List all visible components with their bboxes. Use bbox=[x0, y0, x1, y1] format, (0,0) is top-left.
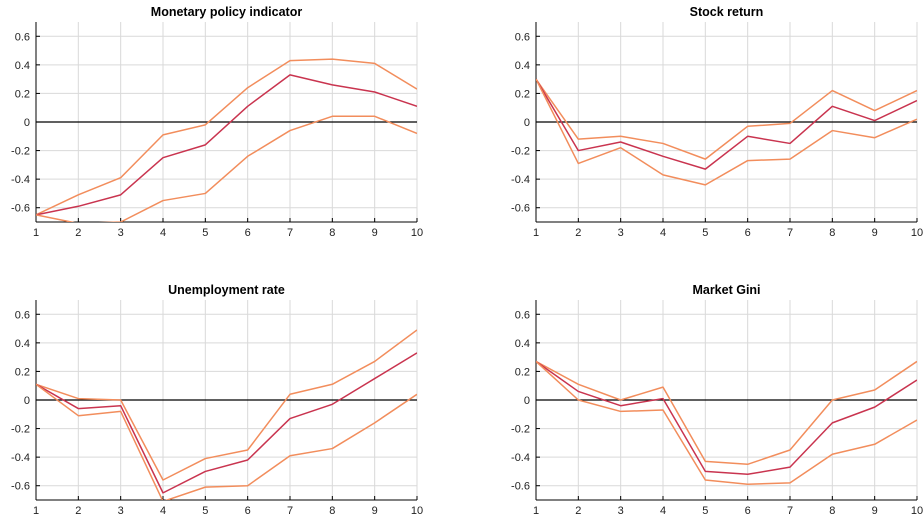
y-tick-label: 0 bbox=[524, 117, 530, 129]
x-tick-label: 6 bbox=[245, 227, 251, 239]
y-tick-label: -0.2 bbox=[11, 424, 30, 436]
chart-panel-4: -0.6 -0.4 -0.2 0 0.2 0.4 0.6 1 2 3 4 5 6 7 8 9 10 Market … bbox=[511, 283, 923, 517]
series-line-median bbox=[536, 78, 917, 170]
x-tick-label: 3 bbox=[618, 227, 624, 239]
y-tick-label: 0.6 bbox=[515, 31, 530, 43]
y-tick-label: 0 bbox=[24, 117, 30, 129]
x-tick-label: 5 bbox=[202, 227, 208, 239]
x-tick-label: 9 bbox=[872, 505, 878, 517]
x-tick-label: 5 bbox=[702, 227, 708, 239]
y-tick-label: 0.4 bbox=[515, 338, 530, 350]
x-tick-label: 7 bbox=[787, 227, 793, 239]
y-tick-label: -0.4 bbox=[11, 452, 30, 464]
series-line-upper bbox=[536, 360, 917, 466]
plot-area bbox=[36, 58, 417, 222]
y-tick-label: -0.4 bbox=[511, 174, 530, 186]
series-line-upper bbox=[36, 329, 417, 481]
y-tick-label: -0.2 bbox=[11, 146, 30, 158]
x-tick-label: 10 bbox=[411, 227, 423, 239]
plot-area bbox=[536, 360, 917, 486]
x-tick-label: 10 bbox=[911, 505, 923, 517]
y-tick-label: -0.6 bbox=[11, 481, 30, 493]
x-tick-label: 2 bbox=[75, 227, 81, 239]
y-tick-label: 0 bbox=[524, 395, 530, 407]
x-tick-label: 8 bbox=[829, 227, 835, 239]
x-tick-label: 2 bbox=[575, 227, 581, 239]
x-tick-label: 8 bbox=[329, 505, 335, 517]
x-tick-label: 1 bbox=[533, 227, 539, 239]
x-tick-label: 2 bbox=[575, 505, 581, 517]
x-tick-label: 8 bbox=[329, 227, 335, 239]
x-tick-label: 6 bbox=[745, 505, 751, 517]
y-tick-label: -0.6 bbox=[511, 203, 530, 215]
x-tick-label: 10 bbox=[411, 505, 423, 517]
series-line-median bbox=[36, 352, 417, 494]
y-tick-label: -0.2 bbox=[511, 146, 530, 158]
x-tick-label: 8 bbox=[829, 505, 835, 517]
chart-title: Stock return bbox=[690, 5, 764, 19]
y-tick-label: -0.4 bbox=[11, 174, 30, 186]
x-tick-label: 9 bbox=[372, 505, 378, 517]
y-tick-label: 0.2 bbox=[15, 88, 30, 100]
x-tick-label: 7 bbox=[287, 227, 293, 239]
y-tick-label: 0.2 bbox=[515, 366, 530, 378]
x-tick-label: 10 bbox=[911, 227, 923, 239]
x-tick-label: 4 bbox=[160, 227, 166, 239]
chart-title: Monetary policy indicator bbox=[151, 5, 303, 19]
x-tick-label: 9 bbox=[372, 227, 378, 239]
x-tick-label: 3 bbox=[618, 505, 624, 517]
y-tick-label: 0.6 bbox=[15, 31, 30, 43]
y-tick-label: 0.6 bbox=[15, 309, 30, 321]
chart-panel-2: -0.6 -0.4 -0.2 0 0.2 0.4 0.6 1 2 3 4 5 6 7 8 9 10 Stock r… bbox=[511, 5, 923, 239]
plot-area bbox=[36, 329, 417, 500]
x-tick-label: 1 bbox=[533, 505, 539, 517]
x-tick-label: 1 bbox=[33, 505, 39, 517]
chart-panel-3: -0.6 -0.4 -0.2 0 0.2 0.4 0.6 1 2 3 4 5 6 7 8 9 10 Unemplo… bbox=[11, 283, 423, 517]
series-line-lower bbox=[36, 383, 417, 500]
plot-area bbox=[536, 78, 917, 186]
series-line-median bbox=[536, 360, 917, 476]
x-tick-label: 6 bbox=[745, 227, 751, 239]
chart-panel-1: -0.6 -0.4 -0.2 0 0.2 0.4 0.6 1 2 3 4 5 6 7 8 9 10 Monetar… bbox=[11, 5, 423, 239]
x-tick-label: 5 bbox=[702, 505, 708, 517]
chart-title: Market Gini bbox=[692, 283, 760, 297]
y-tick-label: -0.6 bbox=[511, 481, 530, 493]
x-tick-label: 3 bbox=[118, 227, 124, 239]
x-tick-label: 7 bbox=[787, 505, 793, 517]
y-tick-label: 0 bbox=[24, 395, 30, 407]
series-line-median bbox=[36, 74, 417, 216]
x-tick-label: 4 bbox=[160, 505, 166, 517]
series-line-lower bbox=[36, 115, 417, 222]
y-tick-label: 0.4 bbox=[15, 60, 30, 72]
x-tick-label: 1 bbox=[33, 227, 39, 239]
x-tick-label: 3 bbox=[118, 505, 124, 517]
x-tick-label: 9 bbox=[872, 227, 878, 239]
x-tick-label: 6 bbox=[245, 505, 251, 517]
series-line-lower bbox=[536, 78, 917, 186]
y-tick-label: 0.4 bbox=[15, 338, 30, 350]
y-tick-label: 0.6 bbox=[515, 309, 530, 321]
y-tick-label: -0.6 bbox=[11, 203, 30, 215]
y-tick-label: -0.2 bbox=[511, 424, 530, 436]
series-line-upper bbox=[36, 58, 417, 216]
y-tick-label: 0.2 bbox=[15, 366, 30, 378]
series-line-lower bbox=[536, 360, 917, 486]
x-tick-label: 7 bbox=[287, 505, 293, 517]
y-tick-label: -0.4 bbox=[511, 452, 530, 464]
x-tick-label: 2 bbox=[75, 505, 81, 517]
x-tick-label: 4 bbox=[660, 505, 666, 517]
chart-title: Unemployment rate bbox=[168, 283, 285, 297]
series-line-upper bbox=[536, 78, 917, 160]
y-tick-label: 0.2 bbox=[515, 88, 530, 100]
x-tick-label: 5 bbox=[202, 505, 208, 517]
y-tick-label: 0.4 bbox=[515, 60, 530, 72]
x-tick-label: 4 bbox=[660, 227, 666, 239]
